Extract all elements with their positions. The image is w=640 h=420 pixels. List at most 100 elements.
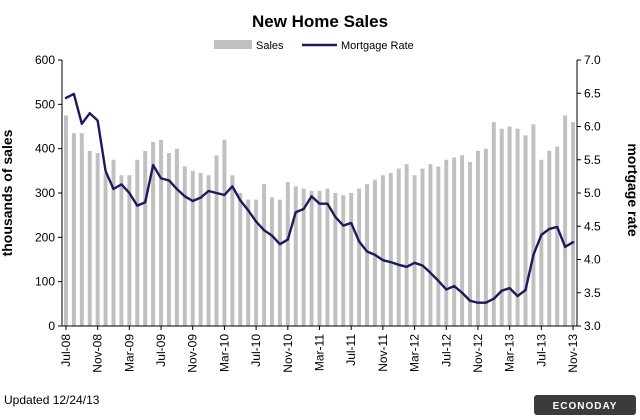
sales-bar	[563, 115, 568, 326]
sales-bar	[380, 175, 385, 326]
sales-bar	[254, 199, 259, 326]
econoday-logo: ECONODAY	[534, 395, 636, 415]
right-tick-label: 5.5	[584, 153, 601, 167]
x-tick-label: Nov-10	[281, 334, 295, 373]
right-tick-label: 4.5	[584, 219, 601, 233]
x-axis-ticks: Jul-08 Nov-08 Mar-09 Jul-09 Nov-09 Mar-10 Jul-…	[59, 326, 580, 373]
right-tick-label: 7.0	[584, 53, 601, 67]
sales-bar	[238, 193, 243, 326]
sales-bar	[246, 199, 251, 326]
sales-bar	[515, 128, 520, 326]
sales-bar	[523, 135, 528, 326]
x-tick-label: Jul-08	[59, 334, 73, 367]
sales-bar	[159, 139, 164, 326]
sales-bar	[206, 175, 211, 326]
sales-bar	[404, 164, 409, 326]
x-tick-label: Nov-09	[186, 334, 200, 373]
sales-bar	[135, 159, 140, 326]
sales-bar	[71, 133, 76, 326]
sales-bar	[222, 139, 227, 326]
sales-bar	[293, 186, 298, 326]
sales-bar	[412, 175, 417, 326]
sales-bar	[428, 164, 433, 326]
x-tick-label: Mar-09	[122, 334, 136, 372]
sales-bar	[325, 188, 330, 326]
legend-swatch-sales	[214, 40, 252, 49]
x-tick-label: Jul-11	[344, 334, 358, 366]
right-axis-ticks: 3.0 3.5 4.0 4.5 5.0 5.5 6.0 6.5 7.0	[577, 53, 601, 333]
sales-bar	[468, 161, 473, 326]
sales-bar	[491, 122, 496, 326]
left-axis-ticks: 0 100 200 300 400 500 600	[35, 53, 62, 333]
sales-bar	[357, 188, 362, 326]
left-tick-label: 300	[35, 186, 55, 200]
x-tick-label: Nov-13	[566, 334, 580, 373]
right-tick-label: 4.0	[584, 253, 601, 267]
chart-title: New Home Sales	[252, 12, 388, 31]
left-tick-label: 100	[35, 275, 55, 289]
sales-bar	[365, 184, 370, 326]
sales-bar	[119, 175, 124, 326]
sales-bar	[555, 146, 560, 326]
sales-bar	[499, 128, 504, 326]
sales-bar	[444, 159, 449, 326]
sales-bar	[151, 142, 156, 326]
x-tick-label: Nov-12	[471, 334, 485, 373]
right-tick-label: 6.0	[584, 120, 601, 134]
sales-bar	[103, 173, 108, 326]
legend: Sales Mortgage Rate	[214, 40, 414, 52]
x-tick-label: Jul-10	[249, 334, 263, 367]
y-axis-title: thousands of sales	[0, 129, 15, 256]
x-tick-label: Jul-12	[439, 334, 453, 367]
sales-bar	[190, 170, 195, 326]
mortgage-rate-line-group	[64, 92, 575, 304]
right-tick-label: 3.5	[584, 286, 601, 300]
sales-bar	[174, 148, 179, 326]
sales-bar	[539, 159, 544, 326]
left-tick-label: 600	[35, 53, 55, 67]
sales-bar	[198, 173, 203, 326]
sales-bar	[111, 159, 116, 326]
sales-bar	[143, 150, 148, 326]
left-tick-label: 0	[48, 319, 55, 333]
sales-bar	[63, 115, 68, 326]
sales-bar	[475, 150, 480, 326]
x-tick-label: Mar-11	[313, 334, 327, 371]
sales-bar	[79, 133, 84, 326]
sales-bar	[547, 150, 552, 326]
sales-bar	[95, 153, 100, 326]
x-tick-label: Mar-10	[217, 334, 231, 372]
sales-bar	[309, 190, 314, 326]
sales-bar	[372, 179, 377, 326]
sales-bar	[341, 195, 346, 326]
sales-bar	[507, 126, 512, 326]
x-tick-label: Mar-12	[408, 334, 422, 372]
x-tick-label: Nov-08	[91, 334, 105, 373]
sales-bar	[396, 168, 401, 326]
x-tick-label: Nov-11	[376, 334, 390, 372]
sales-bar	[301, 188, 306, 326]
sales-bar	[262, 184, 267, 326]
sales-bar	[230, 175, 235, 326]
sales-bar	[166, 153, 171, 326]
left-tick-label: 400	[35, 142, 55, 156]
right-tick-label: 5.0	[584, 186, 601, 200]
legend-label-mortgage-rate: Mortgage Rate	[341, 40, 414, 52]
sales-bar	[420, 168, 425, 326]
sales-bar	[436, 166, 441, 326]
updated-date: Updated 12/24/13	[4, 393, 100, 407]
sales-bar	[277, 199, 282, 326]
sales-bar	[388, 173, 393, 326]
mortgage-rate-line	[64, 92, 575, 304]
sales-bar	[349, 193, 354, 326]
brand-text: ECONODAY	[553, 401, 618, 412]
x-tick-label: Mar-13	[503, 334, 517, 372]
sales-bars	[63, 115, 576, 326]
y2-axis-title: mortgage rate	[625, 143, 640, 237]
sales-bar	[182, 166, 187, 326]
sales-bar	[483, 148, 488, 326]
sales-bar	[285, 181, 290, 326]
legend-label-sales: Sales	[256, 40, 284, 52]
sales-bar	[127, 175, 132, 326]
